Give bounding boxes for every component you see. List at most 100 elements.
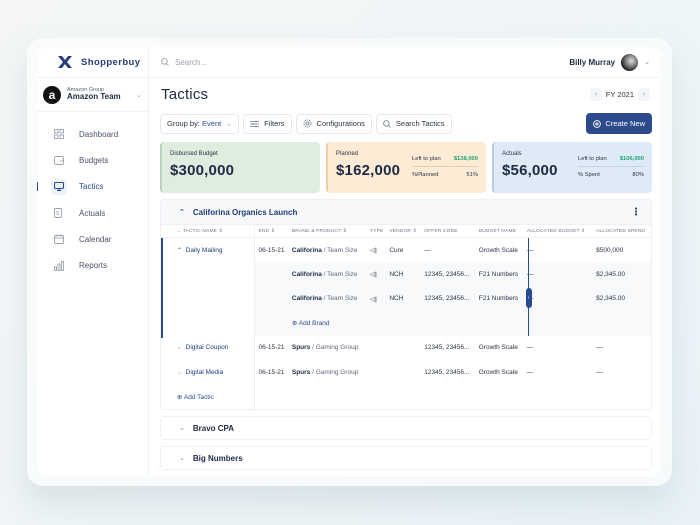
column-header-end[interactable]: END ⇕ [254,224,288,238]
filters-button[interactable]: Filters [243,113,292,134]
search-icon [161,58,169,66]
user-avatar [621,53,639,71]
sidebar-item-label: Actuals [79,208,106,218]
column-header-allocated-spend: ALLOCATED SPEND [592,224,651,238]
empty-cell [161,262,255,287]
add-brand-button[interactable]: ⊕ Add Brand [287,311,367,336]
allocated-spend: — [596,368,603,376]
more-options-icon[interactable]: ⋮ [631,206,641,218]
create-new-button[interactable]: Create New [586,113,652,134]
disbursed-budget-card: Disbursed Budget $300,000 [160,142,320,193]
end-date: 06-15-21 [258,246,285,254]
budget-name: F21 Numbers [474,286,523,311]
logo[interactable]: Shopperbuy [37,47,148,78]
selected-row-indicator [161,238,163,338]
group-by-value: Event [202,119,222,128]
allocated-budget: — [522,286,593,311]
end-date [254,286,288,311]
table-row[interactable]: ⌃ Daily Mailing 06-15-21 Califorina / Te… [161,237,651,262]
next-year-button[interactable]: › [638,88,650,101]
configurations-label: Configurations [316,119,365,128]
allocated-spend: — [596,344,603,352]
table-row[interactable]: ⌄ Digital Media 06-15-21 Spurs / Gaming … [161,360,651,385]
add-tactic-row: ⊕ Add Tactic [161,384,651,409]
add-brand-row: ⊕ Add Brand [161,311,651,336]
table-row[interactable]: Califorina / Team Size ◁| NCH 12345, 234… [161,262,651,287]
offer-code: 12345, 23456... [424,344,470,352]
team-avatar: a [43,85,61,104]
empty-cell [161,286,255,311]
search-tactics-input[interactable]: Search Tactics [375,113,452,134]
tactic-group-expanded: ⌃ Califorina Organics Launch ⋮ ⌄ TACTIC … [160,199,652,410]
chevron-down-icon: ⌄ [179,425,185,432]
tactic-name[interactable]: ⌃ Daily Mailing [161,237,255,262]
percent-spent-value: 80% [632,172,644,178]
left-to-plan-label: Left to plan [578,155,607,162]
search-input[interactable]: Search... [175,57,208,67]
toolbar: Group by: Event ⌄ Filters Configurations… [149,111,660,136]
gear-icon [303,119,312,128]
add-tactic-button[interactable]: ⊕ Add Tactic [161,384,255,409]
sidebar-item-label: Budgets [79,155,109,165]
offer-code: — [424,246,431,254]
table-row[interactable]: Califorina / Team Size ◁| NCH 12345, 234… [161,286,651,311]
prev-year-button[interactable]: ‹ [589,88,602,101]
column-resize-handle[interactable]: › [525,288,532,308]
wallet-icon [51,152,67,168]
card-label: Actuals [502,151,522,157]
column-header-vendor[interactable]: VENDOR ⇕ [385,224,421,238]
sidebar-item-reports[interactable]: Reports [37,252,148,278]
chevron-down-icon: ⌄ [644,59,650,66]
column-resize-line[interactable] [528,238,529,336]
receipt-icon: $ [51,205,67,221]
table-row[interactable]: ⌄ Digital Coupon 06-15-21 Spurs / Gaming… [161,335,651,360]
group-header[interactable]: ⌄ Big Numbers [161,447,651,469]
sidebar-item-dashboard[interactable]: Dashboard [37,121,148,147]
summary-cards: Disbursed Budget $300,000 Planned $162,0… [149,136,660,193]
group-header[interactable]: ⌃ Califorina Organics Launch ⋮ [161,200,651,224]
tactic-name[interactable]: ⌄ Digital Media [161,360,255,385]
monitor-icon [51,178,67,195]
percent-spent-label: % Spent [578,172,600,178]
allocated-spend: $2,345.00 [592,286,651,311]
column-header-allocated-budget[interactable]: ALLOCATED BUDGET ⇕ [522,224,593,238]
budget-name: F21 Numbers [474,262,523,287]
user-menu[interactable]: Billy Murray ⌄ [569,53,650,71]
vendor: NCH [385,286,421,311]
sidebar-item-actuals[interactable]: $ Actuals [37,200,148,226]
configurations-button[interactable]: Configurations [295,113,372,134]
filters-label: Filters [264,119,285,128]
sliders-icon [250,120,260,127]
sidebar-item-tactics[interactable]: Tactics [37,174,148,200]
vendor: NCH [385,262,421,287]
global-search[interactable]: Search... [161,58,569,67]
plus-circle-icon: ⊕ [177,393,183,401]
tactic-name[interactable]: ⌄ Digital Coupon [161,335,255,360]
group-title: Bravo CPA [192,423,235,433]
chevron-down-icon: ⌄ [179,455,185,462]
actuals-card: Actuals $56,000 Left to plan $106,000 % S… [492,142,652,193]
sidebar-item-calendar[interactable]: Calendar [37,226,148,252]
card-value: $56,000 [502,162,558,179]
column-header-tactic-name[interactable]: ⌄ TACTIC NAME ⇕ [161,224,255,238]
main-content: Search... Billy Murray ⌄ Tactics ‹ FY 20… [149,47,660,476]
group-by-dropdown[interactable]: Group by: Event ⌄ [160,113,240,134]
team-switcher[interactable]: a Amazon Group Amazon Team ⌄ [37,78,148,112]
group-title: Califorina Organics Launch [192,207,298,217]
group-header[interactable]: ⌄ Bravo CPA [161,417,651,439]
offer-code: 12345, 23456... [420,262,475,287]
vendor: Cure [389,246,404,254]
left-to-plan-label: Left to plan [412,155,441,162]
sidebar-item-budgets[interactable]: Budgets [37,147,148,173]
brand-product: Califorina / Team Size [291,246,358,254]
end-date: 06-15-21 [258,344,285,352]
column-header-type: TYPE [366,224,386,238]
sidebar-item-label: Dashboard [79,129,119,139]
percent-planned-value: 51% [466,172,478,178]
tactics-table: ⌄ TACTIC NAME ⇕ END ⇕ BRAND & PRODUCT ⇕ … [161,224,651,409]
create-new-label: Create New [605,119,645,128]
offer-code: 12345, 23456... [424,368,470,376]
budget-name: Growth Scale [478,246,518,254]
column-header-brand-product[interactable]: BRAND & PRODUCT ⇕ [287,224,367,238]
fiscal-year-label: FY 2021 [605,90,634,99]
